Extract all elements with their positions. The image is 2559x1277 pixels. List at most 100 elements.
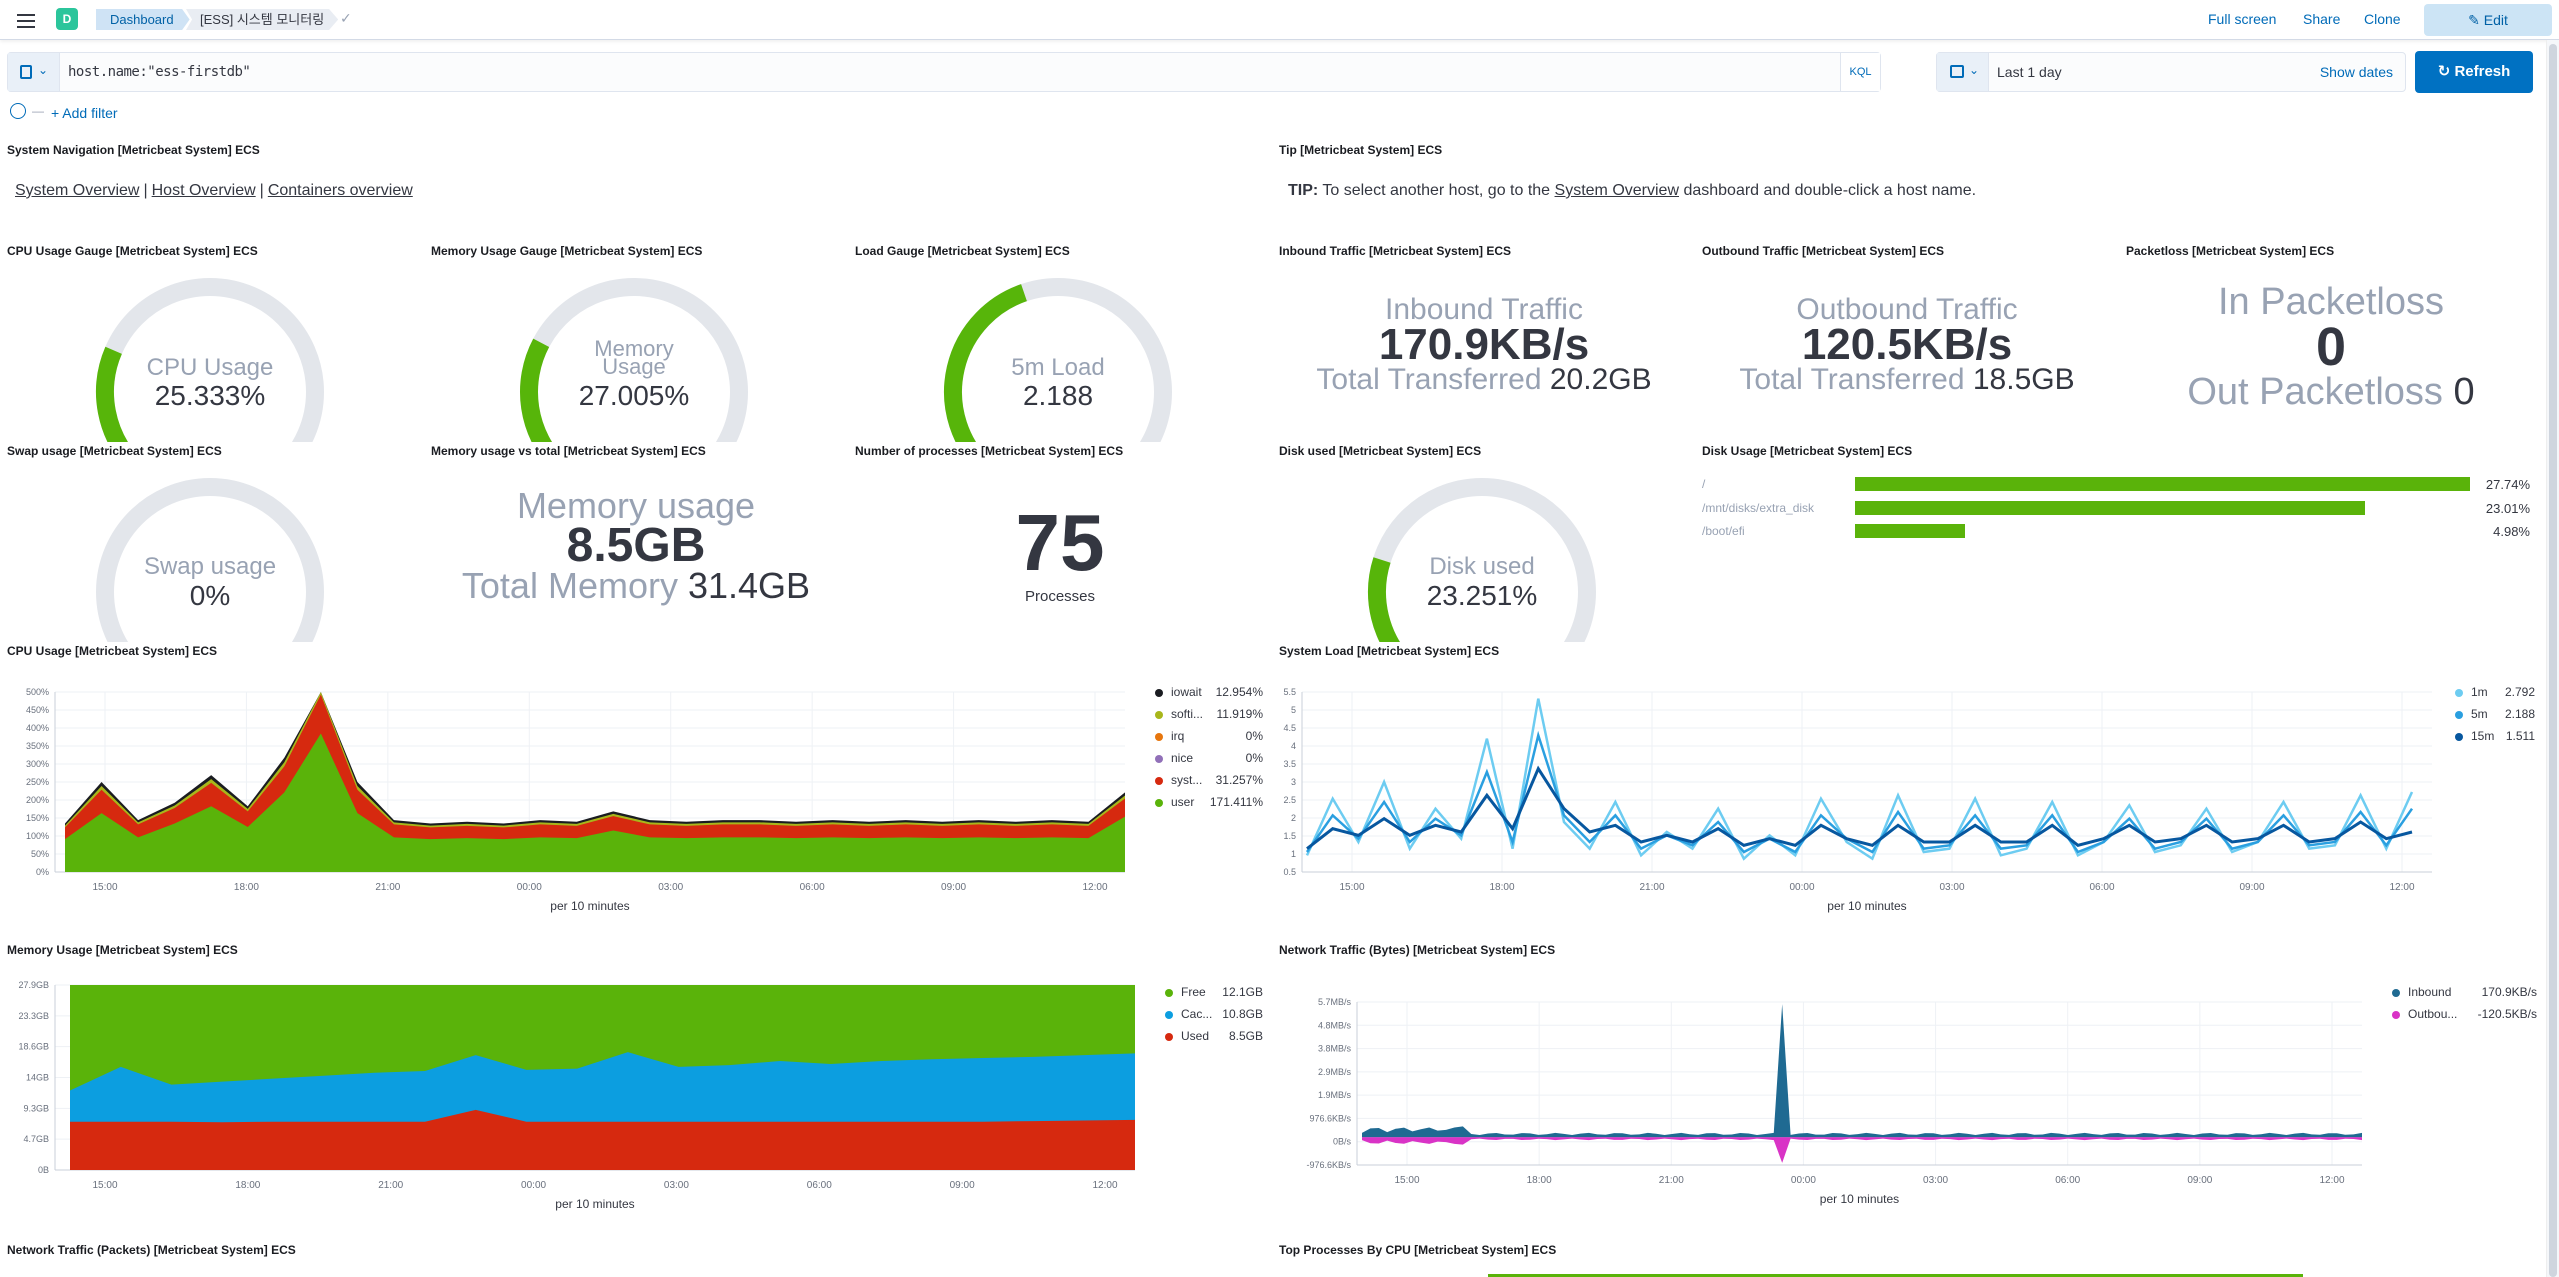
tip-text: TIP: To select another host, go to the S… <box>1288 182 1976 200</box>
gauge-fill <box>944 284 1028 442</box>
inbound-total-value: 20.2GB <box>1549 363 1652 396</box>
load-gauge-label: 5m Load <box>1011 354 1105 381</box>
filter-options-icon[interactable] <box>10 103 26 119</box>
y-tick-label: 50% <box>31 849 49 859</box>
legend-item[interactable]: Outbou... -120.5KB/s <box>2392 1007 2537 1023</box>
legend-value: 1.511 <box>2505 729 2535 743</box>
legend-dot-icon <box>1165 1010 1173 1019</box>
y-tick-label: 100% <box>26 831 49 841</box>
legend-label: Free <box>1181 985 1206 999</box>
y-tick-label: 300% <box>26 759 49 769</box>
legend-item[interactable]: Inbound 170.9KB/s <box>2392 985 2537 1001</box>
disk-usage-bar[interactable] <box>1855 524 1966 538</box>
legend-value: 0% <box>1245 751 1263 765</box>
memory-gauge-label-2: Usage <box>602 354 666 379</box>
legend-item[interactable]: 1m 2.792 <box>2455 685 2535 701</box>
swap-gauge <box>96 478 324 642</box>
memory-gauge-value: 27.005% <box>578 380 690 411</box>
disk-usage-bar[interactable] <box>1855 477 2470 491</box>
legend-item[interactable]: Cac... 10.8GB <box>1165 1007 1263 1023</box>
x-tick-label: 09:00 <box>950 1180 975 1191</box>
edit-button[interactable]: ✎ Edit <box>2424 4 2552 36</box>
date-picker: ⌄ Last 1 day Show dates <box>1936 52 2406 92</box>
outbound-total-label: Total Transferred <box>1739 363 1965 396</box>
legend-item[interactable]: nice 0% <box>1155 751 1263 767</box>
cpu-usage-chart[interactable]: 0% 50% 100% 150% 200% 250% 300% 350% 400% 450% 500… <box>0 680 1140 925</box>
y-tick-label: 250% <box>26 777 49 787</box>
share-link[interactable]: Share <box>2303 11 2341 27</box>
show-dates-link[interactable]: Show dates <box>2319 64 2393 80</box>
disk-usage-bar[interactable] <box>1855 501 2366 515</box>
legend-item[interactable]: 15m 1.511 <box>2455 729 2535 745</box>
panel-title: Network Traffic (Bytes) [Metricbeat Syst… <box>1279 943 1556 957</box>
outbound-metric: Outbound Traffic 120.5KB/s Total Transfe… <box>1702 295 2112 395</box>
memory-usage-chart[interactable]: 0B 4.7GB 9.3GB 14GB 18.6GB 23.3GB 27.9GB 15:00 1… <box>0 980 1150 1225</box>
x-tick-label: 03:00 <box>1939 882 1964 893</box>
legend-dot-icon <box>2455 688 2463 697</box>
inbound-total-label: Total Transferred <box>1316 363 1542 396</box>
legend-item[interactable]: Free 12.1GB <box>1165 985 1263 1001</box>
legend-item[interactable]: user 171.411% <box>1155 795 1263 811</box>
legend-item[interactable]: syst... 31.257% <box>1155 773 1263 789</box>
refresh-label: Refresh <box>2454 63 2511 80</box>
containers-overview-link[interactable]: Containers overview <box>267 182 413 199</box>
system-load-chart[interactable]: 0.5 1 1.5 2 2.5 3 3.5 4 4.5 5 5.5 15:00 18:00 21:00 00… <box>1272 680 2432 925</box>
x-tick-label: 00:00 <box>1791 1175 1816 1186</box>
system-overview-link[interactable]: System Overview <box>15 182 140 199</box>
chevron-down-icon: ⌄ <box>38 63 49 77</box>
legend-item[interactable]: iowait 12.954% <box>1155 685 1263 701</box>
cpu-user-area <box>65 733 1125 872</box>
scrollbar-thumb[interactable] <box>2549 44 2557 1277</box>
load-series-line <box>1305 730 2414 854</box>
legend-value: 2.792 <box>2504 685 2535 699</box>
legend-label: syst... <box>1171 773 1203 787</box>
packetloss-metric: In Packetloss 0 Out Packetloss 0 <box>2126 282 2536 412</box>
x-tick-label: 09:00 <box>2239 882 2264 893</box>
legend-item[interactable]: 5m 2.188 <box>2455 707 2535 723</box>
tip-prefix: TIP: <box>1288 182 1319 199</box>
breadcrumb-dashboard[interactable]: Dashboard <box>96 9 190 30</box>
space-avatar[interactable]: D <box>56 8 78 30</box>
x-tick-label: 18:00 <box>235 1180 260 1191</box>
y-tick-label: 27.9GB <box>18 980 49 990</box>
legend-label: softi... <box>1171 707 1204 721</box>
processes-label: Processes <box>1024 588 1096 605</box>
y-tick-label: 450% <box>26 705 49 715</box>
quick-select-button[interactable]: ⌄ <box>1937 53 1989 91</box>
legend-value: 0% <box>1245 729 1263 743</box>
gauge-fill <box>1368 557 1401 642</box>
refresh-button[interactable]: ↻ Refresh <box>2415 51 2533 93</box>
panel-title: Network Traffic (Packets) [Metricbeat Sy… <box>7 1243 296 1257</box>
date-range-text[interactable]: Last 1 day <box>1997 64 2062 80</box>
x-tick-label: 21:00 <box>375 882 400 893</box>
disk-usage-value: 27.74% <box>2485 477 2530 492</box>
clone-link[interactable]: Clone <box>2364 11 2401 27</box>
scrollbar[interactable] <box>2546 40 2559 1277</box>
legend-item[interactable]: irq 0% <box>1155 729 1263 745</box>
load-gauge <box>944 278 1172 442</box>
y-tick-label: 2.9MB/s <box>1318 1067 1352 1077</box>
memory-used-area <box>70 1109 1135 1170</box>
memory-total-metric: Memory usage 8.5GB Total Memory 31.4GB <box>431 488 841 604</box>
menu-icon[interactable] <box>15 10 37 30</box>
out-packetloss-value: 0 <box>2453 371 2475 413</box>
x-tick-label: 15:00 <box>1339 882 1364 893</box>
legend-item[interactable]: Used 8.5GB <box>1165 1029 1263 1045</box>
query-input[interactable]: host.name:"ess-firstdb" <box>68 64 251 80</box>
host-overview-link[interactable]: Host Overview <box>151 182 256 199</box>
legend-dot-icon <box>1155 732 1163 741</box>
x-axis-label: per 10 minutes <box>555 1197 634 1211</box>
swap-gauge-value: 0% <box>189 580 231 611</box>
saved-query-button[interactable]: ⌄ <box>8 53 60 91</box>
network-bytes-chart[interactable]: -976.6KB/s 0B/s 976.6KB/s 1.9MB/s 2.9MB/s 3.8… <box>1272 980 2372 1225</box>
tip-body: To select another host, go to the <box>1318 182 1555 199</box>
legend-label: Outbou... <box>2408 1007 2458 1021</box>
panel-title: CPU Usage Gauge [Metricbeat System] ECS <box>7 244 258 258</box>
full-screen-link[interactable]: Full screen <box>2208 11 2277 27</box>
legend-item[interactable]: softi... 11.919% <box>1155 707 1263 723</box>
tip-system-overview-link[interactable]: System Overview <box>1554 182 1679 199</box>
add-filter-link[interactable]: + Add filter <box>51 105 118 121</box>
calendar-icon <box>1950 65 1964 78</box>
inbound-area <box>1362 1004 2362 1138</box>
kql-toggle[interactable]: KQL <box>1840 53 1880 91</box>
